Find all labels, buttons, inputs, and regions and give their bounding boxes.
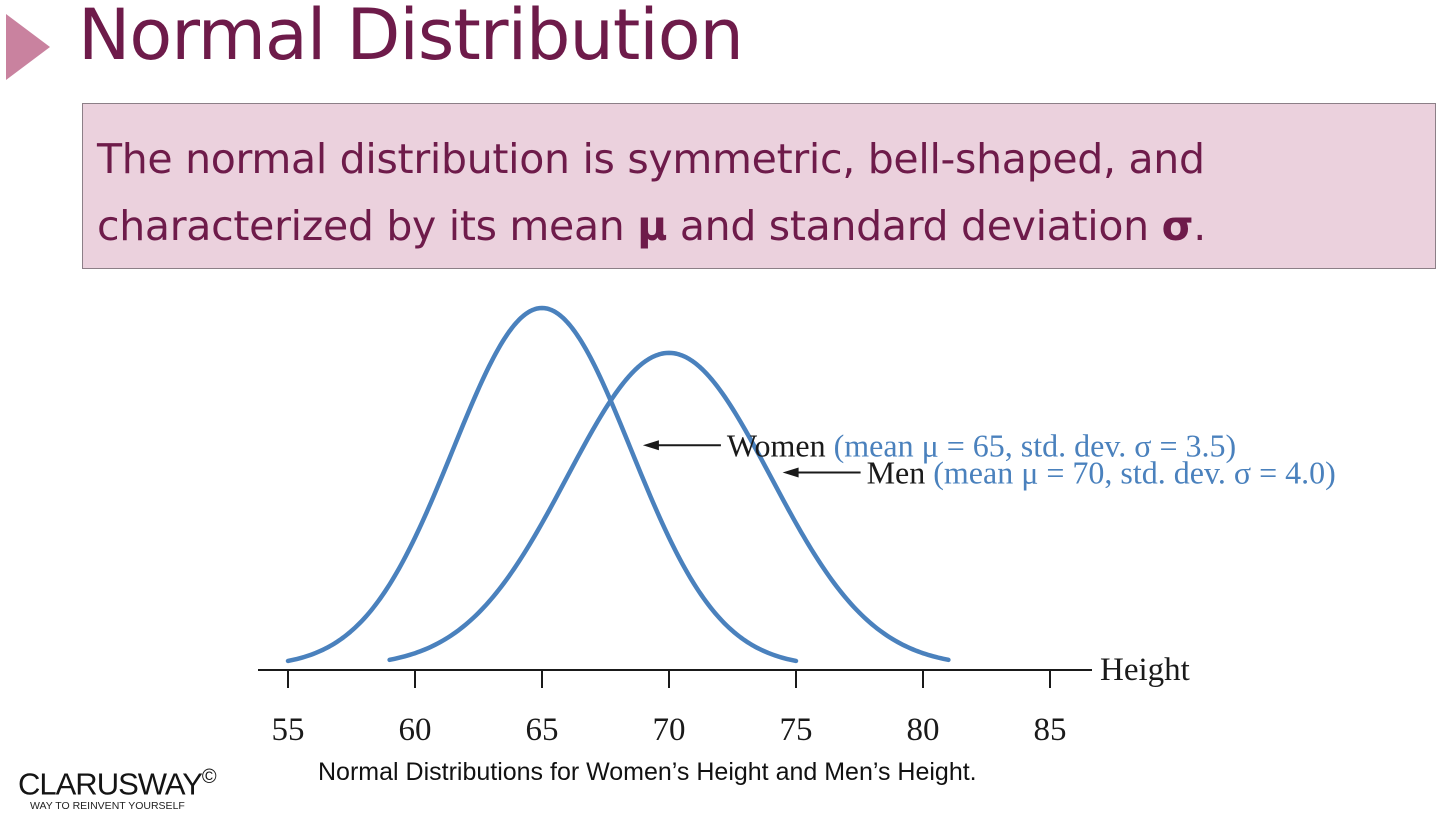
series-labels: Women (mean μ = 65, std. dev. σ = 3.5)Me… [642, 427, 1336, 490]
slide-title: Normal Distribution [78, 0, 744, 76]
callout-line-2: characterized by its mean μ and standard… [97, 193, 1435, 260]
callout-text-c: . [1193, 202, 1206, 250]
women-label-detail: (mean μ = 65, std. dev. σ = 3.5) [834, 427, 1237, 463]
men-label-detail: (mean μ = 70, std. dev. σ = 4.0) [933, 454, 1336, 490]
men-arrowhead [782, 467, 799, 478]
x-axis-label: Height [1100, 652, 1190, 688]
men-label: Men (mean μ = 70, std. dev. σ = 4.0) [867, 454, 1336, 490]
x-axis-ticks: 55 60 65 70 75 80 85 [272, 671, 1067, 748]
clarusway-logo: CLARUSWAY© WAY TO REINVENT YOURSELF [18, 766, 217, 812]
x-tick-label-70: 70 [653, 712, 686, 748]
logo-tagline: WAY TO REINVENT YOURSELF [30, 800, 185, 813]
definition-callout: The normal distribution is symmetric, be… [82, 103, 1436, 269]
distribution-curves [285, 305, 951, 664]
women-label: Women (mean μ = 65, std. dev. σ = 3.5) [727, 427, 1236, 463]
women-curve [285, 305, 799, 664]
x-tick-label-75: 75 [780, 712, 813, 748]
title-triangle-marker [6, 14, 50, 80]
x-tick-label-65: 65 [526, 712, 559, 748]
men-label-name: Men [867, 454, 934, 490]
logo-name: CLARUSWAY [18, 766, 203, 802]
x-tick-label-85: 85 [1034, 712, 1067, 748]
copyright-mark: © [201, 766, 217, 788]
sigma-symbol: σ [1161, 202, 1194, 250]
mean-symbol: μ [637, 202, 668, 250]
callout-line-1: The normal distribution is symmetric, be… [97, 135, 1205, 183]
logo-wordmark: CLARUSWAY© [18, 766, 217, 802]
men-curve [387, 350, 951, 663]
normal-distribution-chart: Height 55 60 65 70 75 80 85 Women (mean μ = 65… [258, 305, 1336, 748]
x-tick-label-80: 80 [907, 712, 940, 748]
women-label-name: Women [727, 427, 834, 463]
x-tick-label-55: 55 [272, 712, 305, 748]
x-tick-label-60: 60 [399, 712, 432, 748]
women-arrowhead [642, 440, 659, 451]
chart-caption: Normal Distributions for Women’s Height … [318, 758, 977, 786]
callout-text-a: characterized by its mean [97, 202, 638, 250]
x-axis: Height [258, 652, 1190, 688]
callout-text-b: and standard deviation [667, 202, 1162, 250]
